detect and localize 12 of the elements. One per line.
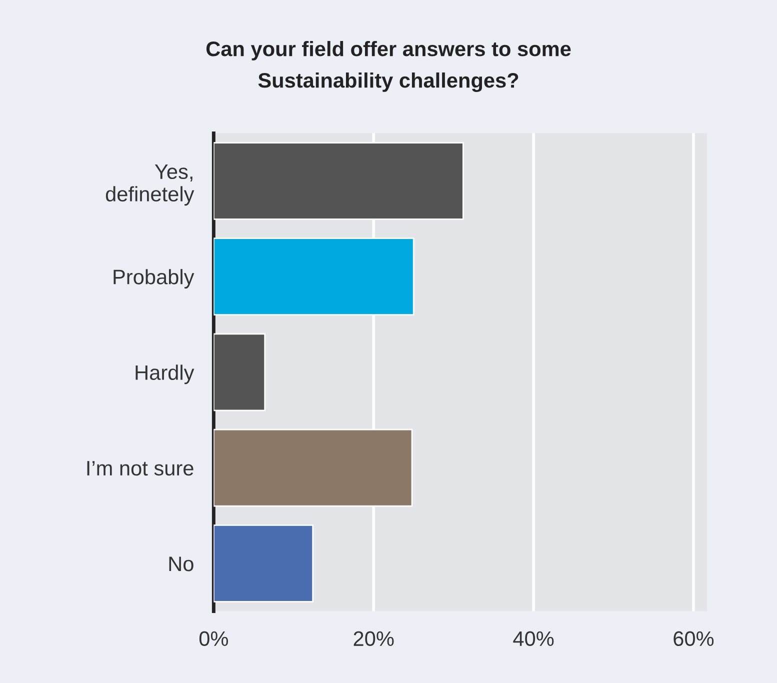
x-tick-label: 60%: [674, 631, 714, 646]
x-tick-label: 40%: [513, 631, 554, 646]
y-tick-label: Probably: [114, 269, 194, 288]
y-tick-label: I’m not sure: [87, 461, 194, 476]
x-tick-label: 0%: [199, 631, 228, 646]
y-tick-label: Hardly: [136, 364, 194, 384]
x-tick-label: 20%: [354, 631, 394, 646]
bar: [214, 524, 314, 602]
bar: [214, 333, 266, 412]
y-tick-label: No: [169, 556, 194, 572]
y-tick-label: Yes, definetely: [106, 164, 194, 206]
chart-title: Can your field offer answers to some Sustainability challenges?: [206, 40, 571, 92]
